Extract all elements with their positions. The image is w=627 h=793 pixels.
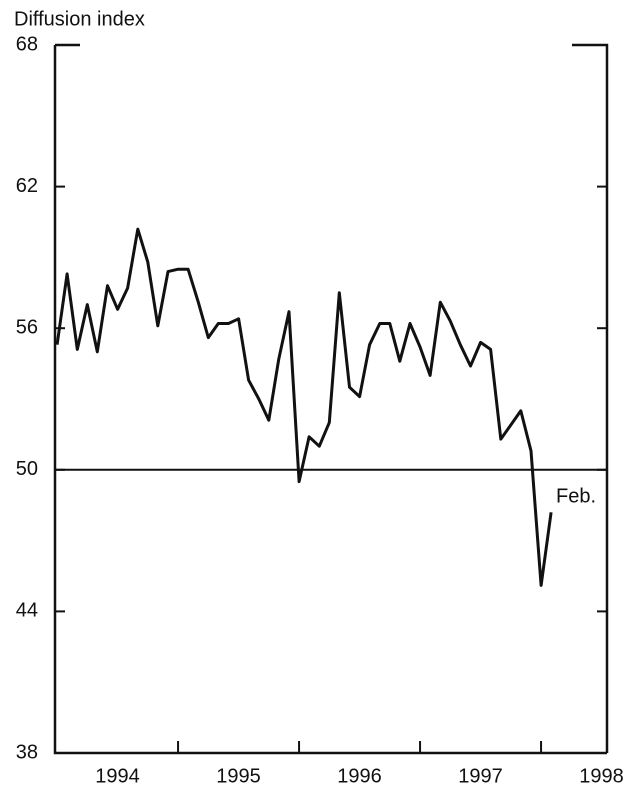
y-tick-label: 38 [16, 741, 38, 763]
x-tick-label: 1994 [95, 765, 140, 787]
y-tick-label: 56 [16, 316, 38, 338]
y-tick-label: 44 [16, 600, 38, 622]
annotation: Feb. [556, 485, 596, 507]
x-tick-label: 1995 [216, 765, 261, 787]
x-tick-label: 1998 [579, 765, 624, 787]
y-tick-label: 68 [16, 33, 38, 55]
x-tick-label: 1997 [458, 765, 503, 787]
x-tick-label: 1996 [337, 765, 382, 787]
frame-top-right [572, 43, 609, 753]
data-line [55, 227, 553, 587]
y-tick-label: 50 [16, 458, 38, 480]
y-axis-label: Diffusion index [14, 8, 145, 30]
y-tick-label: 62 [16, 175, 38, 197]
